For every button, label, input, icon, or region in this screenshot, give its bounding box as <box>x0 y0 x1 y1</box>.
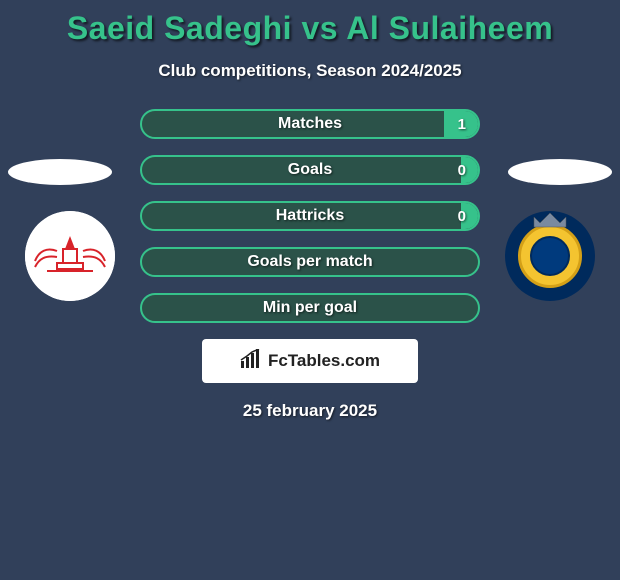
flag-right <box>508 159 612 185</box>
flag-left <box>8 159 112 185</box>
brand-box: FcTables.com <box>202 339 418 383</box>
stat-bar: Goals per match <box>140 247 480 277</box>
page-title: Saeid Sadeghi vs Al Sulaiheem <box>0 0 620 47</box>
stat-bar: Goals0 <box>140 155 480 185</box>
club-badge-left <box>25 211 115 301</box>
bar-label: Matches <box>142 111 478 137</box>
bar-label: Goals <box>142 157 478 183</box>
bar-value-right: 1 <box>458 111 466 137</box>
bar-label: Hattricks <box>142 203 478 229</box>
bar-label: Goals per match <box>142 249 478 275</box>
date-label: 25 february 2025 <box>0 401 620 421</box>
stat-bar: Min per goal <box>140 293 480 323</box>
bar-value-right: 0 <box>458 157 466 183</box>
bar-value-right: 0 <box>458 203 466 229</box>
brand-label: FcTables.com <box>268 351 380 371</box>
crown-icon <box>530 209 570 229</box>
stat-bar: Hattricks0 <box>140 201 480 231</box>
stat-bars: Matches1Goals0Hattricks0Goals per matchM… <box>140 109 480 323</box>
chart-icon <box>240 349 262 374</box>
stats-area: Matches1Goals0Hattricks0Goals per matchM… <box>0 109 620 323</box>
persepolis-crest-icon <box>25 211 115 301</box>
season-subtitle: Club competitions, Season 2024/2025 <box>0 61 620 81</box>
bar-label: Min per goal <box>142 295 478 321</box>
al-nassr-crest-icon <box>505 211 595 301</box>
club-badge-right <box>505 211 595 301</box>
stat-bar: Matches1 <box>140 109 480 139</box>
